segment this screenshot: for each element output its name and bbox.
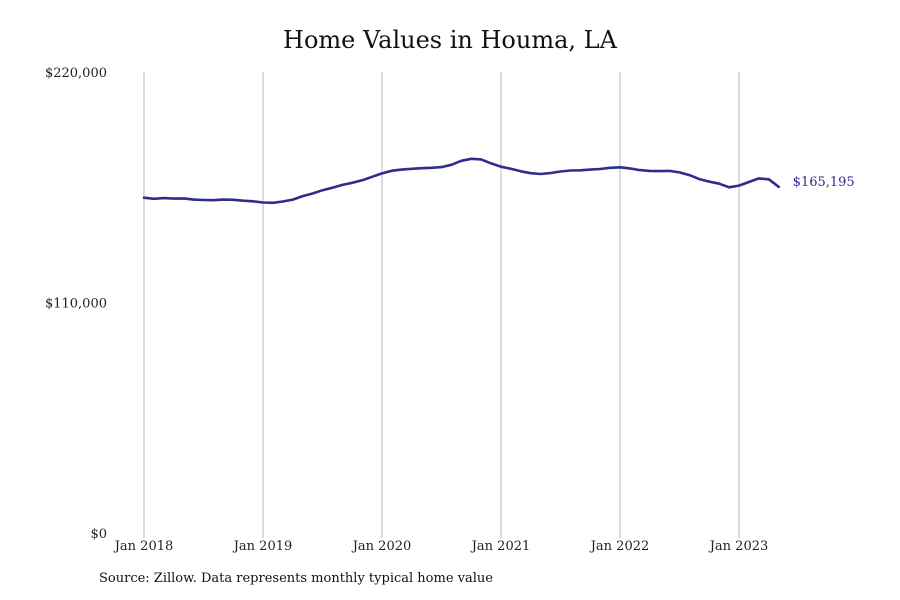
x-tick-label: Jan 2020 (351, 539, 412, 554)
y-tick-label: $220,000 (45, 66, 107, 81)
x-tick-label: Jan 2019 (232, 539, 293, 554)
x-tick-label: Jan 2021 (470, 539, 531, 554)
chart-title: Home Values in Houma, LA (283, 26, 617, 54)
y-tick-label: $0 (90, 527, 107, 542)
series-layer: $165,195 (142, 157, 855, 205)
source-note: Source: Zillow. Data represents monthly … (99, 571, 493, 586)
y-tick-label: $110,000 (45, 297, 107, 312)
series-end-label: $165,195 (793, 175, 855, 190)
y-axis-ticks: $0 $110,000 $220,000 (45, 66, 107, 542)
x-tick-label: Jan 2018 (113, 539, 174, 554)
x-tick-label: Jan 2022 (589, 539, 650, 554)
x-axis-ticks: Jan 2018 Jan 2019 Jan 2020 Jan 2021 Jan 2022… (113, 539, 769, 554)
series-line (142, 157, 780, 205)
x-tick-label: Jan 2023 (708, 539, 769, 554)
grid-lines (143, 72, 740, 538)
